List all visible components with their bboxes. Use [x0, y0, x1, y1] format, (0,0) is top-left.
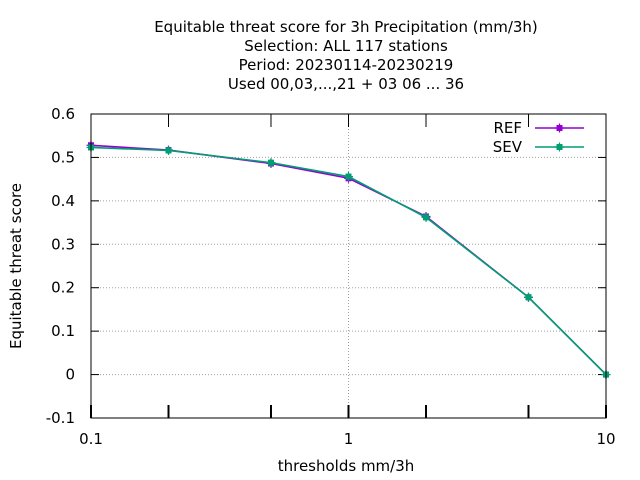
y-tick-label: 0.4: [51, 192, 75, 210]
legend-label-sev: SEV: [493, 138, 523, 156]
y-tick-label: 0.5: [51, 148, 75, 166]
y-tick-label: -0.1: [46, 409, 75, 427]
x-tick-label: 10: [596, 430, 615, 448]
y-tick-label: 0.3: [51, 235, 75, 253]
data-point-sev: [164, 145, 174, 155]
series: [86, 140, 611, 380]
x-tick-label: 0.1: [79, 430, 103, 448]
data-point-sev: [421, 212, 431, 222]
data-point-sev: [344, 172, 353, 182]
plot-frame: [90, 113, 607, 419]
legend-marker-sev: [555, 142, 564, 152]
chart-title-line: Used 00,03,...,21 + 03 06 ... 36: [228, 75, 464, 93]
legend-label-ref: REF: [493, 119, 522, 137]
chart-title-line: Equitable threat score for 3h Precipitat…: [154, 18, 538, 36]
y-tick-labels: -0.1 0 0.1 0.2 0.3 0.4 0.5 0.6: [46, 105, 75, 427]
x-tick-label: 1: [344, 430, 354, 448]
chart-title: Equitable threat score for 3h Precipitat…: [154, 18, 538, 93]
y-tick-label: 0.1: [51, 322, 75, 340]
data-point-sev: [266, 158, 276, 168]
x-tick-labels: 0.1 1 10: [79, 430, 615, 448]
legend-marker-ref: [555, 123, 564, 133]
chart-title-line: Selection: ALL 117 stations: [244, 37, 448, 55]
data-point-sev: [523, 292, 533, 302]
y-tick-label: 0.2: [51, 279, 75, 297]
y-tick-label: 0: [65, 366, 75, 384]
x-axis-label: thresholds mm/3h: [278, 457, 415, 475]
grid: [90, 113, 607, 419]
y-axis-label: Equitable threat score: [7, 183, 25, 349]
y-tick-label: 0.6: [51, 105, 75, 123]
chart-title-line: Period: 20230114-20230219: [239, 56, 454, 74]
